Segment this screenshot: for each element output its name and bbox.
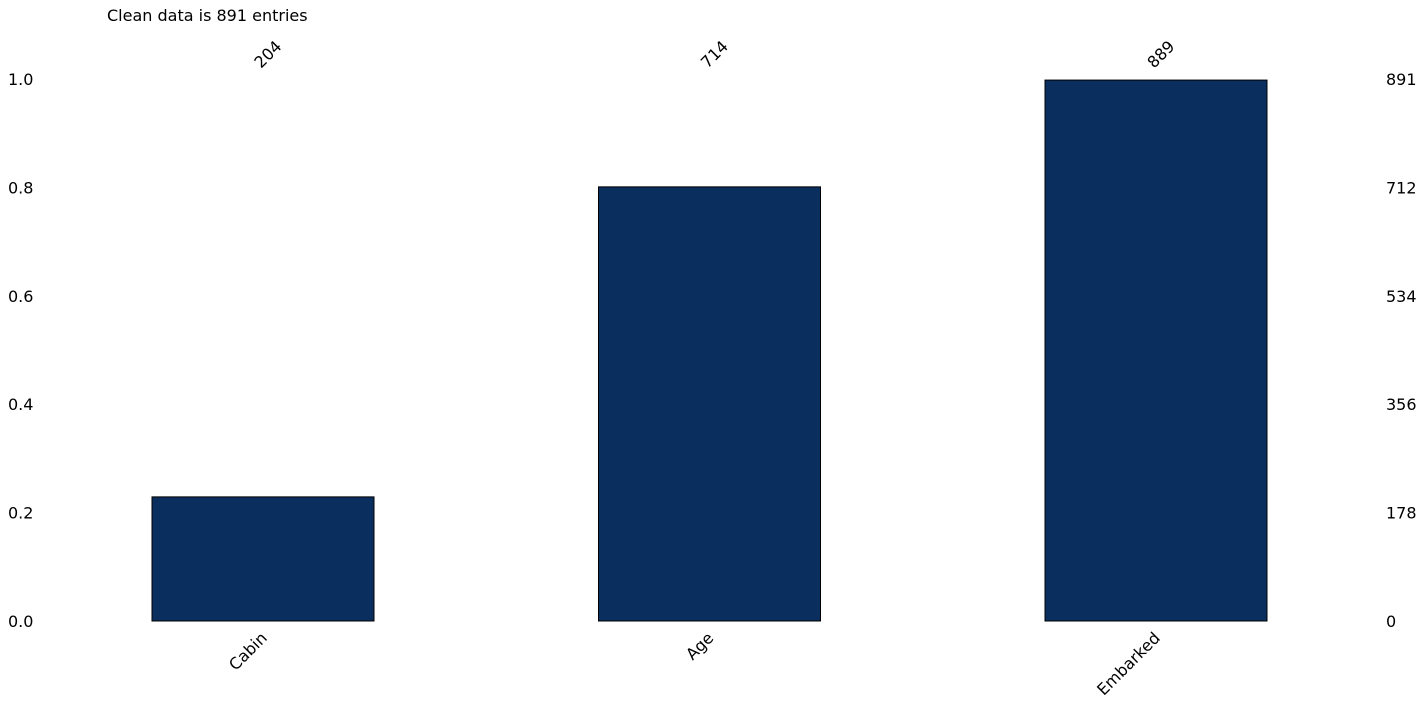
left-tick-label: 0.0 [8,612,33,631]
right-tick-label: 356 [1386,395,1417,414]
left-tick-label: 0.8 [8,178,33,197]
bar-age [598,186,821,622]
category-label: Embarked [1093,628,1164,699]
left-y-axis: 0.0 0.2 0.4 0.6 0.8 1.0 [8,70,33,631]
right-tick-label: 178 [1386,504,1417,523]
count-label: 889 [1143,37,1178,72]
count-labels: 204 714 889 [250,37,1178,72]
category-label: Age [682,628,717,663]
left-tick-label: 1.0 [8,70,33,89]
left-tick-label: 0.4 [8,395,33,414]
right-tick-label: 534 [1386,287,1417,306]
count-label: 204 [250,37,285,72]
bars-group [151,79,1268,622]
bar-cabin [151,496,375,622]
chart-title: Clean data is 891 entries [107,6,308,25]
right-tick-label: 0 [1386,612,1396,631]
left-tick-label: 0.2 [8,504,33,523]
right-tick-label: 712 [1386,178,1417,197]
right-tick-label: 891 [1386,70,1417,89]
right-y-axis: 0 178 356 534 712 891 [1386,70,1417,631]
left-tick-label: 0.6 [8,287,33,306]
count-label: 714 [697,37,732,72]
x-axis-category-labels: Cabin Age Embarked [225,628,1164,699]
bar-embarked [1044,79,1268,622]
category-label: Cabin [225,628,271,674]
